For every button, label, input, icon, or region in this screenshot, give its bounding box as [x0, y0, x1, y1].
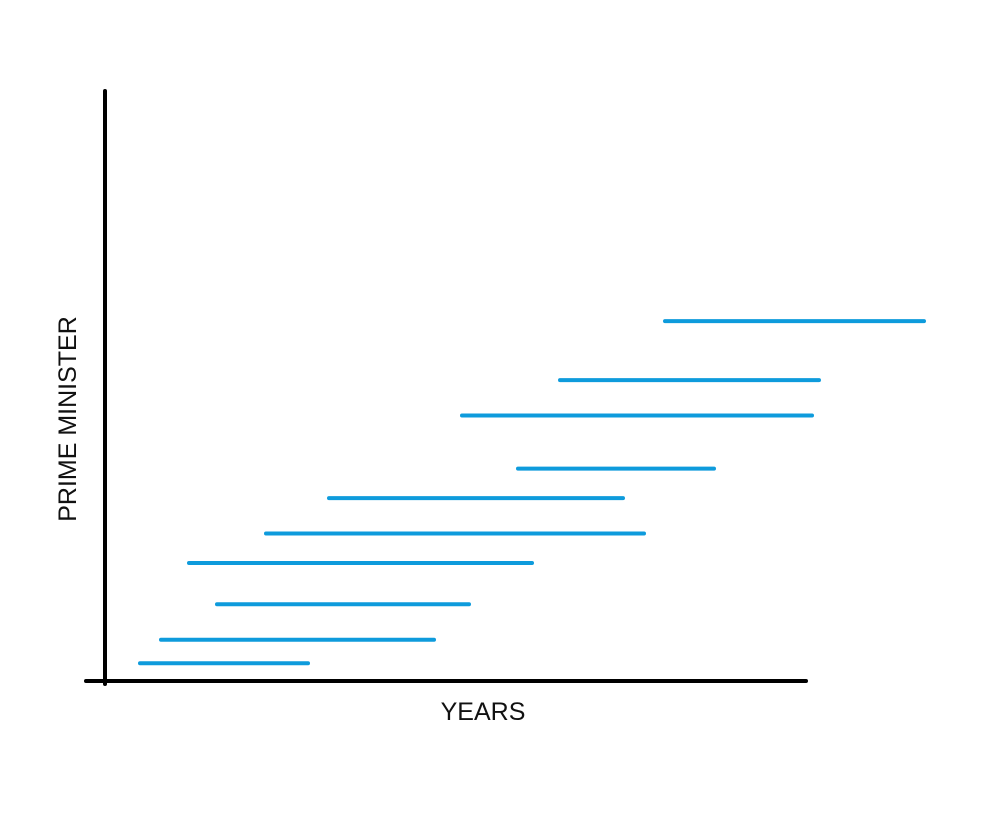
x-axis-label: YEARS [441, 698, 526, 726]
y-axis-label: PRIME MINISTER [54, 316, 82, 522]
bars-group [138, 319, 926, 666]
